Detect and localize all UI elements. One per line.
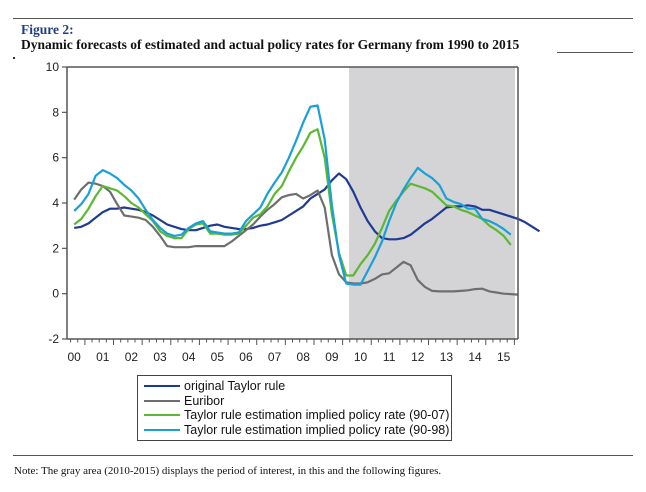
y-tick-label: -2 <box>48 332 59 346</box>
stray-dot <box>13 57 15 59</box>
series-line-1 <box>73 181 519 296</box>
x-tick-label: 14 <box>468 350 482 364</box>
legend-label: original Taylor rule <box>184 379 286 394</box>
legend-label: Taylor rule estimation implied policy ra… <box>184 422 450 437</box>
x-tick-label: 13 <box>440 350 454 364</box>
shaded-period-of-interest <box>349 67 515 339</box>
x-tick-label: 05 <box>211 350 225 364</box>
y-tick-label: 10 <box>46 60 60 74</box>
x-tick-label: 06 <box>239 350 253 364</box>
x-tick-label: 07 <box>268 350 282 364</box>
legend-label: Euribor <box>184 393 225 408</box>
figure-note: Note: The gray area (2010-2015) displays… <box>14 465 442 477</box>
x-tick-label: 03 <box>153 350 167 364</box>
x-tick-label: 04 <box>182 350 196 364</box>
x-tick-label: 15 <box>497 350 511 364</box>
legend-swatch <box>144 414 180 417</box>
bottom-rule <box>13 455 633 456</box>
legend-swatch <box>144 428 180 431</box>
y-tick-label: 6 <box>52 151 59 165</box>
y-tick-label: 0 <box>52 287 59 301</box>
legend-label: Taylor rule estimation implied policy ra… <box>184 408 450 423</box>
legend-item-taylor-90-98: Taylor rule estimation implied policy ra… <box>144 423 449 438</box>
x-tick-label: 00 <box>67 350 81 364</box>
x-tick-label: 02 <box>125 350 139 364</box>
y-tick-label: 4 <box>52 196 59 210</box>
legend-item-euribor: Euribor <box>144 394 445 409</box>
series-line-3 <box>73 104 512 286</box>
figure-title: Dynamic forecasts of estimated and actua… <box>21 37 520 52</box>
legend-swatch <box>144 399 180 402</box>
top-rule <box>13 18 633 19</box>
series-layer <box>73 104 541 296</box>
x-tick-label: 11 <box>383 350 396 364</box>
chart-legend: original Taylor rule Euribor Taylor rule… <box>137 375 452 441</box>
x-tick-label: 08 <box>297 350 311 364</box>
x-tick-label: 12 <box>411 350 425 364</box>
y-tick-label: 2 <box>52 241 59 255</box>
title-underline <box>557 52 633 53</box>
series-line-2 <box>73 128 512 277</box>
legend-item-original-taylor: original Taylor rule <box>144 379 445 394</box>
y-tick-label: 8 <box>52 105 59 119</box>
x-tick-label: 10 <box>354 350 368 364</box>
legend-item-taylor-90-07: Taylor rule estimation implied policy ra… <box>144 408 449 423</box>
legend-swatch <box>144 385 180 388</box>
x-tick-label: 01 <box>96 350 110 364</box>
figure-label: Figure 2: <box>21 22 74 37</box>
series-line-0 <box>74 172 541 241</box>
x-tick-label: 09 <box>325 350 339 364</box>
